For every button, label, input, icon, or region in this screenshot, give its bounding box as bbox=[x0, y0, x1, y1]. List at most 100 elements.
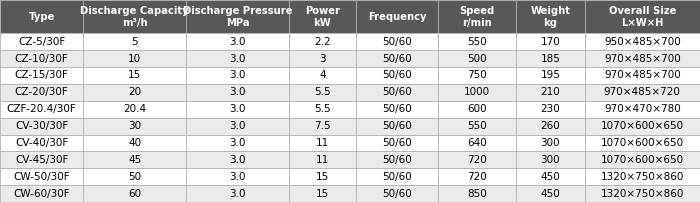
Bar bbox=[186, 84, 289, 101]
Text: 450: 450 bbox=[540, 172, 560, 182]
Text: 850: 850 bbox=[467, 188, 486, 199]
Bar bbox=[584, 168, 700, 185]
Text: 300: 300 bbox=[540, 155, 560, 165]
Bar bbox=[584, 84, 700, 101]
Text: 50/60: 50/60 bbox=[382, 188, 412, 199]
Bar bbox=[516, 118, 584, 135]
Bar bbox=[0, 168, 83, 185]
Text: 3.0: 3.0 bbox=[230, 87, 246, 97]
Text: 1320×750×860: 1320×750×860 bbox=[601, 188, 684, 199]
Bar bbox=[83, 33, 186, 50]
Bar bbox=[83, 101, 186, 118]
Bar bbox=[289, 84, 356, 101]
Bar bbox=[83, 0, 186, 33]
Bar bbox=[438, 50, 516, 67]
Text: 170: 170 bbox=[540, 37, 560, 47]
Text: CW-50/30F: CW-50/30F bbox=[13, 172, 70, 182]
Text: 50/60: 50/60 bbox=[382, 138, 412, 148]
Text: 5.5: 5.5 bbox=[314, 87, 331, 97]
Text: 970×485×720: 970×485×720 bbox=[604, 87, 680, 97]
Bar bbox=[516, 0, 584, 33]
Text: Frequency: Frequency bbox=[368, 12, 426, 22]
Text: 3.0: 3.0 bbox=[230, 37, 246, 47]
Text: 3.0: 3.0 bbox=[230, 54, 246, 64]
Bar bbox=[289, 50, 356, 67]
Bar bbox=[0, 50, 83, 67]
Text: 195: 195 bbox=[540, 70, 560, 81]
Bar bbox=[186, 118, 289, 135]
Text: Weight
kg: Weight kg bbox=[531, 6, 570, 28]
Text: 3.0: 3.0 bbox=[230, 70, 246, 81]
Bar bbox=[186, 135, 289, 152]
Text: 600: 600 bbox=[467, 104, 486, 114]
Text: 720: 720 bbox=[467, 155, 486, 165]
Bar bbox=[584, 118, 700, 135]
Bar bbox=[438, 101, 516, 118]
Text: 3.0: 3.0 bbox=[230, 121, 246, 131]
Text: 50/60: 50/60 bbox=[382, 70, 412, 81]
Bar bbox=[516, 84, 584, 101]
Bar bbox=[186, 33, 289, 50]
Text: 11: 11 bbox=[316, 155, 329, 165]
Bar bbox=[356, 0, 438, 33]
Text: CZF-20.4/30F: CZF-20.4/30F bbox=[7, 104, 76, 114]
Bar bbox=[438, 84, 516, 101]
Bar bbox=[356, 50, 438, 67]
Text: 1070×600×650: 1070×600×650 bbox=[601, 138, 684, 148]
Bar bbox=[83, 152, 186, 168]
Text: 3.0: 3.0 bbox=[230, 104, 246, 114]
Text: 45: 45 bbox=[128, 155, 141, 165]
Text: CV-45/30F: CV-45/30F bbox=[15, 155, 69, 165]
Text: 300: 300 bbox=[540, 138, 560, 148]
Bar bbox=[516, 67, 584, 84]
Bar bbox=[83, 168, 186, 185]
Bar bbox=[584, 0, 700, 33]
Text: 15: 15 bbox=[316, 172, 329, 182]
Text: CZ-20/30F: CZ-20/30F bbox=[15, 87, 69, 97]
Bar bbox=[584, 135, 700, 152]
Text: Type: Type bbox=[29, 12, 55, 22]
Text: 50/60: 50/60 bbox=[382, 155, 412, 165]
Text: 20: 20 bbox=[128, 87, 141, 97]
Text: 4: 4 bbox=[319, 70, 326, 81]
Bar bbox=[516, 185, 584, 202]
Text: 60: 60 bbox=[128, 188, 141, 199]
Bar bbox=[289, 185, 356, 202]
Text: 230: 230 bbox=[540, 104, 560, 114]
Text: 7.5: 7.5 bbox=[314, 121, 331, 131]
Bar bbox=[83, 84, 186, 101]
Text: 40: 40 bbox=[128, 138, 141, 148]
Bar bbox=[0, 33, 83, 50]
Bar bbox=[0, 118, 83, 135]
Text: 1070×600×650: 1070×600×650 bbox=[601, 121, 684, 131]
Text: 500: 500 bbox=[467, 54, 486, 64]
Bar bbox=[289, 168, 356, 185]
Text: 720: 720 bbox=[467, 172, 486, 182]
Bar bbox=[0, 0, 83, 33]
Text: 5: 5 bbox=[132, 37, 138, 47]
Text: 50/60: 50/60 bbox=[382, 172, 412, 182]
Bar bbox=[516, 135, 584, 152]
Text: 11: 11 bbox=[316, 138, 329, 148]
Text: CW-60/30F: CW-60/30F bbox=[13, 188, 70, 199]
Text: Power
kW: Power kW bbox=[305, 6, 340, 28]
Text: CZ-15/30F: CZ-15/30F bbox=[15, 70, 69, 81]
Bar bbox=[516, 33, 584, 50]
Bar bbox=[289, 0, 356, 33]
Bar bbox=[186, 0, 289, 33]
Text: 210: 210 bbox=[540, 87, 560, 97]
Bar bbox=[0, 84, 83, 101]
Bar bbox=[584, 50, 700, 67]
Bar bbox=[356, 84, 438, 101]
Bar bbox=[186, 185, 289, 202]
Bar bbox=[438, 0, 516, 33]
Text: 15: 15 bbox=[316, 188, 329, 199]
Bar bbox=[356, 168, 438, 185]
Text: Discharge Pressure
MPa: Discharge Pressure MPa bbox=[183, 6, 293, 28]
Text: 3.0: 3.0 bbox=[230, 155, 246, 165]
Text: 5.5: 5.5 bbox=[314, 104, 331, 114]
Bar bbox=[289, 135, 356, 152]
Bar bbox=[0, 101, 83, 118]
Text: 2.2: 2.2 bbox=[314, 37, 331, 47]
Text: 50/60: 50/60 bbox=[382, 87, 412, 97]
